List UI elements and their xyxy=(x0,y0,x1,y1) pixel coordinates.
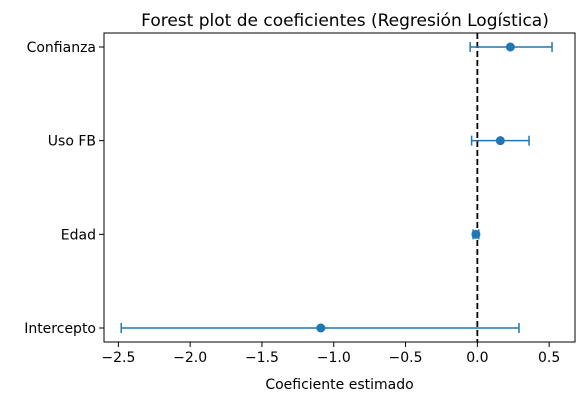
chart-title: Forest plot de coeficientes (Regresión L… xyxy=(141,11,549,31)
plot-frame xyxy=(103,32,576,343)
estimate-point xyxy=(471,229,481,239)
estimate-point xyxy=(316,323,326,333)
x-tick-label: −2.0 xyxy=(173,350,207,366)
x-axis-label: Coeficiente estimado xyxy=(265,377,413,393)
y-tick-label: Intercepto xyxy=(24,321,96,337)
estimate-point xyxy=(505,42,515,52)
estimate-point xyxy=(495,136,505,146)
y-tick-label: Confianza xyxy=(27,40,96,56)
x-tick-label: −1.5 xyxy=(245,350,279,366)
x-tick-label: −0.5 xyxy=(389,350,423,366)
y-tick-label: Uso FB xyxy=(48,134,96,150)
x-tick-label: −1.0 xyxy=(317,350,351,366)
y-tick-label: Edad xyxy=(61,227,96,243)
x-tick-label: 0.5 xyxy=(538,350,560,366)
x-tick-label: 0.0 xyxy=(466,350,488,366)
x-tick-label: −2.5 xyxy=(101,350,135,366)
